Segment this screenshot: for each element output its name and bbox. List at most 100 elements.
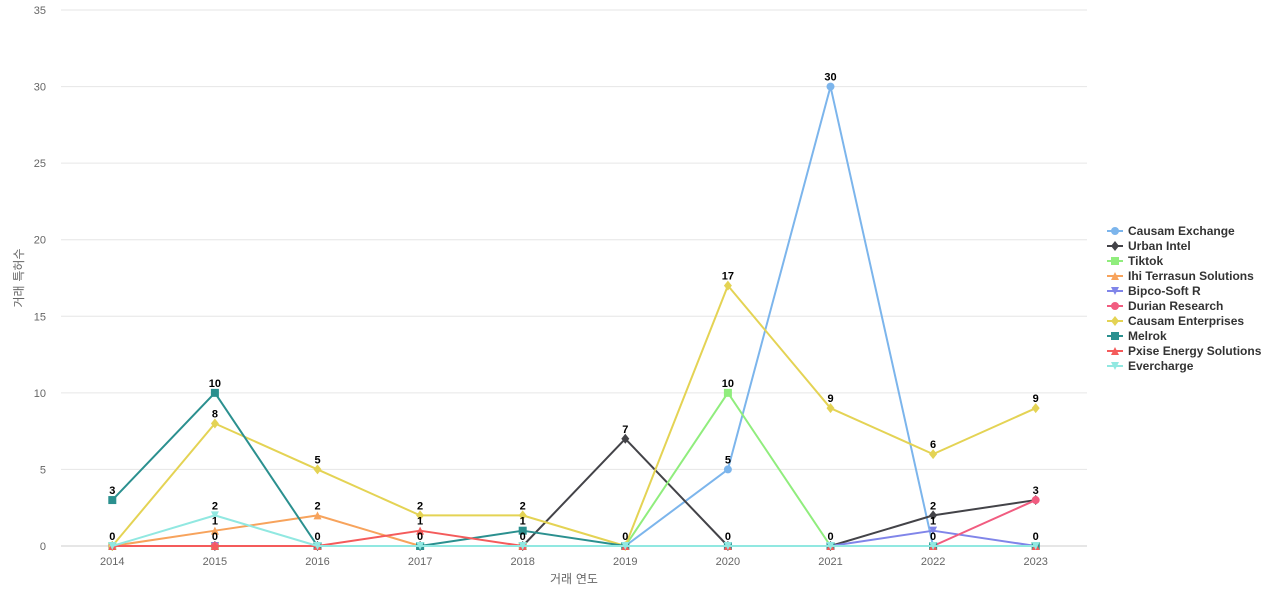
legend-item[interactable]: Urban Intel: [1107, 239, 1191, 253]
legend-item[interactable]: Evercharge: [1107, 359, 1194, 373]
data-point: [210, 526, 219, 535]
y-axis-title: 거래 특허수: [12, 248, 26, 307]
data-label: 10: [209, 378, 221, 390]
legend-marker: [1111, 332, 1119, 340]
series-urban-intel: [108, 433, 1040, 551]
data-point: [416, 510, 425, 521]
legend-marker: [1111, 347, 1119, 355]
data-label: 7: [622, 424, 628, 436]
x-tick-label: 2015: [203, 556, 227, 568]
data-label: 2: [520, 500, 526, 512]
data-point: [313, 464, 322, 475]
data-label: 0: [109, 531, 115, 543]
x-tick-label: 2016: [305, 556, 329, 568]
data-label: 30: [824, 72, 836, 84]
series-causam-enterprises: [108, 280, 1040, 551]
legend-item[interactable]: Tiktok: [1107, 254, 1163, 268]
legend-label: Causam Enterprises: [1128, 314, 1244, 328]
legend-label: Durian Research: [1128, 299, 1223, 313]
y-tick-label: 30: [34, 82, 46, 94]
data-point: [1031, 403, 1040, 414]
legend-marker: [1111, 272, 1119, 280]
legend-item[interactable]: Durian Research: [1107, 299, 1223, 313]
series-line: [111, 284, 1037, 547]
data-point: [313, 542, 322, 550]
legend-marker: [1111, 362, 1119, 370]
data-point: [210, 388, 219, 397]
x-tick-label: 2017: [408, 556, 432, 568]
x-tick-label: 2023: [1023, 556, 1047, 568]
data-label: 9: [827, 393, 833, 405]
y-tick-label: 10: [34, 388, 46, 400]
legend-marker: [1111, 227, 1119, 235]
data-point: [313, 511, 322, 520]
data-point: [621, 542, 630, 550]
data-label: 10: [722, 378, 734, 390]
data-label: 2: [314, 500, 320, 512]
data-label: 3: [109, 485, 115, 497]
x-axis-ticks: 2014 2015 2016 2017 2018 2019 2020 2021 2022 2023: [100, 556, 1048, 568]
legend-marker: [1111, 241, 1119, 251]
data-point: [108, 496, 117, 505]
legend-marker: [1111, 316, 1119, 326]
data-point: [108, 542, 117, 550]
y-axis-ticks: 0 5 10 15 20 25 30 35: [34, 5, 46, 553]
legend-label: Ihi Terrasun Solutions: [1128, 269, 1254, 283]
data-point: [518, 542, 527, 550]
data-point: [621, 433, 630, 444]
data-point: [518, 510, 527, 521]
data-point: [416, 542, 425, 550]
data-point: [929, 526, 938, 535]
data-point: [518, 526, 527, 535]
data-label: 0: [520, 531, 526, 543]
legend-item[interactable]: Pxise Energy Solutions: [1107, 344, 1262, 358]
data-label: 0: [725, 531, 731, 543]
series-durian-research: [108, 496, 1040, 550]
legend-item[interactable]: Causam Exchange: [1107, 224, 1235, 238]
data-label: 9: [1033, 393, 1039, 405]
data-point: [723, 465, 732, 474]
data-label: 2: [930, 500, 936, 512]
y-tick-label: 35: [34, 5, 46, 17]
y-tick-label: 25: [34, 158, 46, 170]
data-point: [929, 542, 938, 550]
y-tick-label: 5: [40, 464, 46, 476]
legend-item[interactable]: Bipco-Soft R: [1107, 284, 1201, 298]
x-tick-label: 2014: [100, 556, 124, 568]
data-label: 17: [722, 271, 734, 283]
data-label: 5: [314, 454, 320, 466]
data-label: 2: [417, 500, 423, 512]
legend-item[interactable]: Ihi Terrasun Solutions: [1107, 269, 1254, 283]
grid-lines: [61, 9, 1087, 547]
data-point: [210, 418, 219, 429]
data-point: [929, 510, 938, 521]
series-lines: [108, 82, 1040, 551]
data-label: 0: [827, 531, 833, 543]
legend-marker: [1111, 302, 1119, 310]
x-tick-label: 2019: [613, 556, 637, 568]
data-point: [416, 526, 425, 535]
data-label: 5: [725, 454, 731, 466]
data-label: 0: [314, 531, 320, 543]
y-tick-label: 20: [34, 235, 46, 247]
data-label: 6: [930, 439, 936, 451]
data-point: [723, 280, 732, 291]
data-label: 2: [212, 500, 218, 512]
legend-label: Pxise Energy Solutions: [1128, 344, 1262, 358]
legend-item[interactable]: Causam Enterprises: [1107, 314, 1244, 328]
data-point: [723, 388, 732, 397]
x-tick-label: 2020: [716, 556, 740, 568]
data-point: [723, 542, 732, 550]
data-point: [1031, 542, 1040, 550]
data-point: [826, 542, 835, 550]
legend-item[interactable]: Melrok: [1107, 329, 1167, 343]
legend-label: Urban Intel: [1128, 239, 1191, 253]
data-point: [929, 449, 938, 460]
x-axis-title: 거래 연도: [550, 572, 598, 586]
series-evercharge: [108, 511, 1040, 550]
data-label: 0: [1033, 531, 1039, 543]
